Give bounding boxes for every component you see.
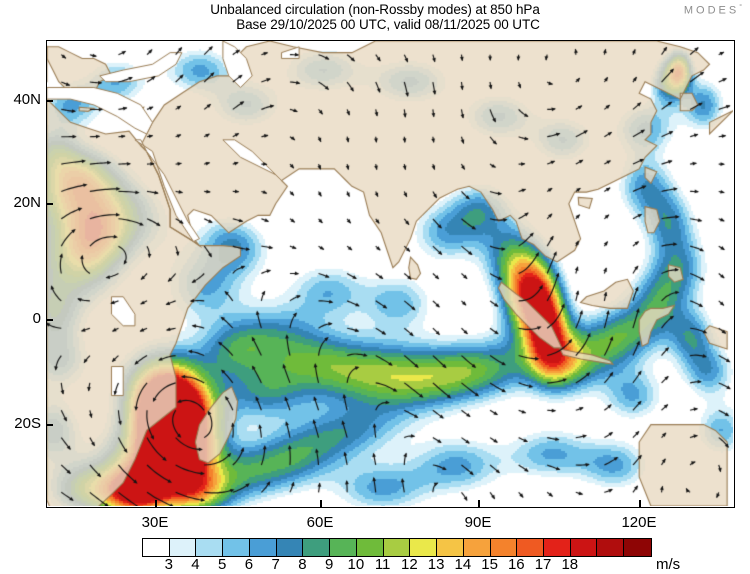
colorbar-cell-7 [330, 539, 357, 556]
colorbar-tick-18: 18 [561, 556, 579, 573]
y-axis-label-20N: 20N [13, 194, 41, 211]
x-tick-120E [639, 500, 641, 507]
colorbar-tick-16: 16 [507, 556, 525, 573]
y-axis-label-40N: 40N [13, 91, 41, 108]
colorbar-cell-2 [196, 539, 224, 556]
colorbar-tick-9: 9 [324, 556, 334, 573]
x-axis-label-90E: 90E [464, 514, 492, 531]
chart-subtitle-line2: Base 29/10/2025 00 UTC, valid 08/11/2025… [236, 17, 540, 32]
x-tick-60E [320, 500, 322, 507]
colorbar-tick-11: 11 [374, 556, 391, 573]
y-tick-20S [46, 424, 53, 426]
modes-logo: MODES° [684, 4, 742, 17]
colorbar-cell-9 [383, 539, 411, 556]
colorbar-cell-14 [517, 539, 545, 556]
y-tick-40N [46, 100, 53, 102]
x-axis-label-30E: 30E [141, 514, 169, 531]
colorbar-tick-6: 6 [244, 556, 254, 573]
colorbar-ticklabels: 3 4 5 6 7 8 9 10 11 12 13 14 15 16 17 18 [142, 556, 650, 574]
colorbar-tick-5: 5 [218, 556, 227, 573]
modes-logo-mark: ° [739, 4, 742, 11]
colorbar-unit-label: m/s [656, 556, 681, 573]
modes-logo-text: MODES [683, 4, 740, 17]
colorbar-tick-7: 7 [271, 556, 280, 573]
colorbar-cell-17 [597, 539, 625, 556]
colorbar-cell-1 [169, 539, 197, 556]
colorbar-cell-13 [490, 539, 518, 556]
colorbar-swatches [142, 538, 652, 557]
y-axis-label-20S: 20S [14, 415, 41, 432]
colorbar-tick-4: 4 [191, 556, 200, 573]
x-tick-90E [478, 500, 480, 507]
colorbar-cell-12 [463, 539, 491, 556]
y-tick-20N [46, 203, 53, 205]
colorbar-cell-5 [276, 539, 304, 556]
colorbar-cell-10 [410, 539, 438, 556]
colorbar-tick-12: 12 [401, 556, 418, 573]
colorbar-tick-3: 3 [164, 556, 173, 573]
colorbar-tick-17: 17 [534, 556, 552, 573]
map-plot-area [46, 40, 735, 508]
x-tick-30E [155, 500, 157, 507]
colorbar-cell-6 [303, 539, 331, 556]
y-tick-0 [46, 319, 53, 321]
colorbar-cell-11 [437, 539, 464, 556]
wind-field-map [47, 41, 733, 506]
colorbar-tick-8: 8 [298, 556, 307, 573]
x-axis-label-120E: 120E [621, 514, 657, 531]
colorbar-cell-18 [624, 539, 651, 556]
colorbar-cell-4 [249, 539, 277, 556]
colorbar [142, 538, 652, 557]
colorbar-tick-10: 10 [347, 556, 365, 573]
chart-title-line1: Unbalanced circulation (non-Rossby modes… [210, 2, 540, 17]
colorbar-cell-16 [570, 539, 598, 556]
colorbar-cell-3 [223, 539, 250, 556]
x-axis-label-60E: 60E [306, 514, 334, 531]
colorbar-cell-8 [356, 539, 384, 556]
y-axis-label-0: 0 [32, 310, 41, 327]
colorbar-tick-14: 14 [454, 556, 472, 573]
colorbar-cell-0 [143, 539, 170, 556]
colorbar-cell-15 [544, 539, 571, 556]
colorbar-tick-15: 15 [481, 556, 498, 573]
colorbar-tick-13: 13 [427, 556, 445, 573]
chart-title-block: Unbalanced circulation (non-Rossby modes… [0, 2, 750, 32]
